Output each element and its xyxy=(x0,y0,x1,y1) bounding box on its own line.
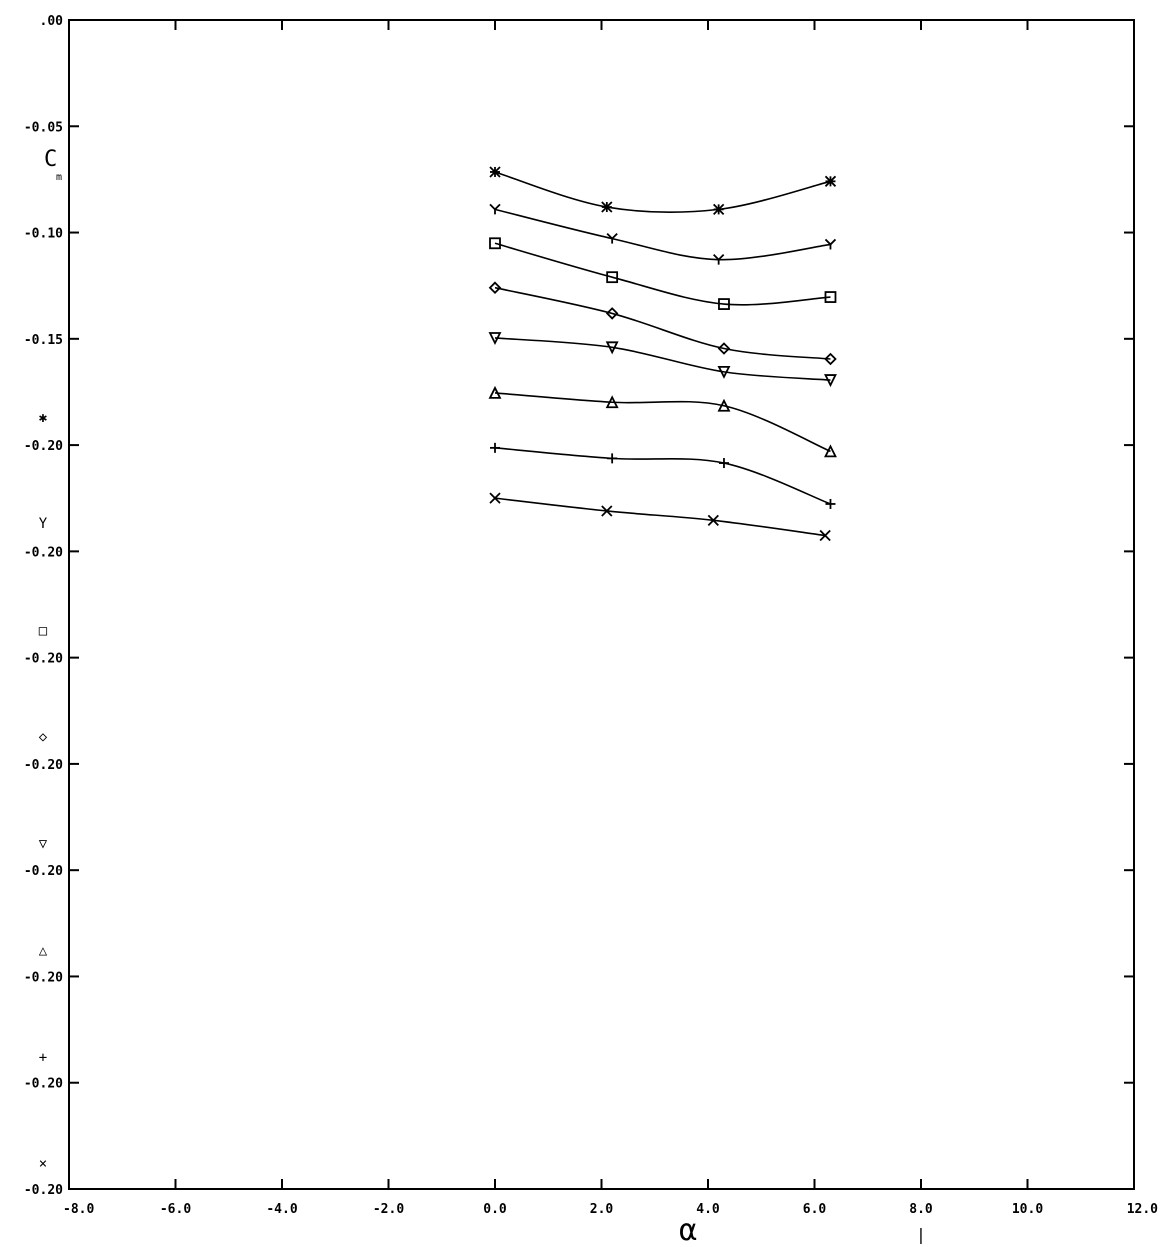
data-point-square xyxy=(606,271,619,284)
y-tick-label: .00 xyxy=(40,14,64,29)
data-point-plus xyxy=(718,458,729,469)
data-point-Y xyxy=(713,254,725,265)
legend-marker-x: × xyxy=(39,1156,47,1172)
data-point-square xyxy=(824,291,837,303)
y-tick-label: -0.20 xyxy=(24,652,63,667)
legend-marker-diamond: ◇ xyxy=(39,729,48,745)
x-tick-label: 10.0 xyxy=(1012,1202,1043,1217)
data-point-square xyxy=(718,298,730,310)
data-point-down-triangle xyxy=(824,374,837,388)
series-line-diamond xyxy=(494,286,831,360)
y-ticks xyxy=(69,19,1134,1190)
series-line-asterisk xyxy=(494,171,831,214)
data-point-plus xyxy=(490,442,500,453)
x-tick-label: 6.0 xyxy=(803,1202,827,1217)
series-markers xyxy=(488,166,837,542)
data-point-down-triangle xyxy=(605,341,619,355)
x-tick-label: 0.0 xyxy=(483,1202,507,1217)
y-tick-label: -0.05 xyxy=(24,120,63,135)
x-tick-label: -4.0 xyxy=(266,1202,297,1217)
series-line-Y xyxy=(494,208,831,261)
data-point-square xyxy=(489,237,501,250)
x-tick-label: 12.0 xyxy=(1127,1202,1158,1217)
legend-marker-plus: + xyxy=(39,1050,47,1066)
series-line-square xyxy=(494,242,831,306)
series-line-x xyxy=(494,497,826,537)
legend-marker-down-triangle: ▽ xyxy=(39,836,48,852)
legend-marker-up-triangle: △ xyxy=(39,943,48,959)
data-point-asterisk xyxy=(824,175,837,187)
data-point-up-triangle xyxy=(488,385,502,399)
data-point-x xyxy=(707,514,719,526)
data-point-Y xyxy=(824,238,837,250)
y-tick-label: -0.20 xyxy=(24,439,63,454)
series-line-up-triangle xyxy=(494,392,831,453)
data-point-down-triangle xyxy=(488,332,502,345)
data-point-x xyxy=(489,492,501,504)
y-tick-label: -0.10 xyxy=(24,227,63,242)
data-point-Y xyxy=(606,232,618,244)
data-point-x xyxy=(601,505,613,517)
data-point-up-triangle xyxy=(717,398,731,412)
data-point-x xyxy=(819,529,831,542)
legend: ✱ Y □ ◇ ▽ △ + × xyxy=(39,410,48,1172)
x-tick-label: 4.0 xyxy=(696,1202,720,1217)
y-axis-title-subscript: m xyxy=(56,172,62,183)
series-lines xyxy=(494,171,831,537)
x-tick-label: -8.0 xyxy=(63,1202,94,1217)
y-tick-label: -0.20 xyxy=(24,1077,63,1092)
series-line-down-triangle xyxy=(494,337,831,381)
y-tick-label: -0.20 xyxy=(24,1183,63,1198)
legend-marker-Y: Y xyxy=(39,516,48,532)
data-point-up-triangle xyxy=(605,395,619,409)
data-point-diamond xyxy=(717,342,731,355)
x-ticks xyxy=(68,20,1135,1189)
data-point-diamond xyxy=(488,281,502,294)
data-point-asterisk xyxy=(601,201,613,213)
x-axis-title: α xyxy=(679,1213,697,1247)
y-tick-label: -0.20 xyxy=(24,545,63,560)
x-tick-label: 2.0 xyxy=(590,1202,614,1217)
x-tick-label: -6.0 xyxy=(160,1202,191,1217)
legend-marker-square: □ xyxy=(39,623,48,639)
y-tick-label: -0.20 xyxy=(24,758,63,773)
data-point-up-triangle xyxy=(824,444,837,458)
x-tick-labels: -8.0 -6.0 -4.0 -2.0 0.0 2.0 4.0 6.0 8.0 10.0 12.0 xyxy=(63,1202,1158,1217)
data-point-down-triangle xyxy=(717,365,731,379)
x-tick-label: 8.0 xyxy=(909,1202,933,1217)
y-tick-label: -0.20 xyxy=(24,970,63,985)
series-line-plus xyxy=(494,447,831,505)
y-tick-label: -0.15 xyxy=(24,333,63,348)
y-tick-label: -0.20 xyxy=(24,864,63,879)
stray-mark: | xyxy=(916,1225,926,1244)
data-point-plus xyxy=(825,498,836,509)
data-point-diamond xyxy=(824,352,837,366)
data-point-asterisk xyxy=(489,166,501,178)
y-tick-labels: .00 -0.05 -0.10 -0.15 -0.20 -0.20 -0.20 -0.20 -0… xyxy=(24,14,63,1198)
data-point-Y xyxy=(489,203,501,215)
x-tick-label: -2.0 xyxy=(373,1202,404,1217)
data-point-plus xyxy=(607,453,618,464)
plot-frame xyxy=(68,19,1135,1190)
y-axis-title: C xyxy=(44,147,57,172)
data-point-diamond xyxy=(605,307,619,320)
data-point-asterisk xyxy=(713,203,725,216)
legend-marker-asterisk: ✱ xyxy=(39,410,48,426)
